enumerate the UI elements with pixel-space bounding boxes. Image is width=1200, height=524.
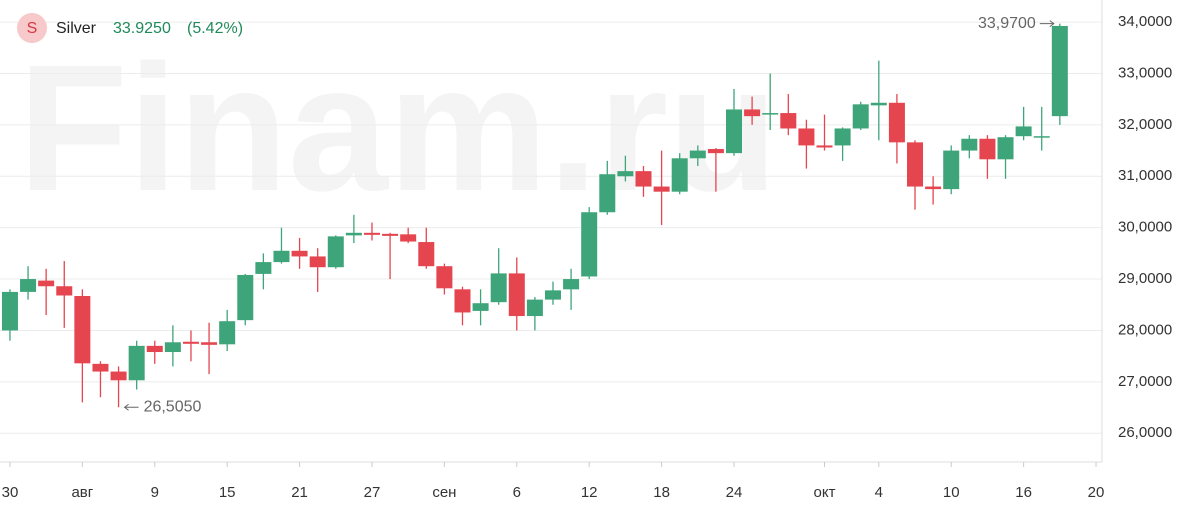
y-tick-label: 33,0000 bbox=[1118, 64, 1172, 81]
candle-body bbox=[635, 171, 652, 187]
candle-body bbox=[164, 342, 181, 353]
candle-body bbox=[563, 279, 580, 290]
candle-body bbox=[363, 232, 380, 235]
candle-body bbox=[762, 113, 779, 115]
min-arrow bbox=[123, 403, 139, 411]
candle-body bbox=[490, 273, 507, 303]
candle-body bbox=[92, 363, 109, 372]
candle-body bbox=[1, 291, 18, 331]
candle-body bbox=[201, 342, 218, 345]
candle-body bbox=[798, 128, 815, 146]
candle-body bbox=[852, 104, 869, 129]
candle-body bbox=[689, 150, 706, 159]
x-tick-label: 6 bbox=[513, 484, 521, 501]
candle-body bbox=[418, 242, 435, 267]
candle-body bbox=[581, 212, 598, 277]
candle-body bbox=[961, 138, 978, 151]
candle-body bbox=[327, 236, 344, 268]
candle-body bbox=[671, 158, 688, 192]
x-tick-label: 20 bbox=[1088, 484, 1105, 501]
candle-body bbox=[182, 341, 199, 344]
candle-body bbox=[653, 186, 670, 192]
x-tick-label: 15 bbox=[219, 484, 236, 501]
x-tick-label: сен bbox=[432, 484, 456, 501]
candle-body bbox=[146, 345, 163, 353]
candle-body bbox=[128, 345, 145, 381]
candle-body bbox=[925, 186, 942, 190]
candle-body bbox=[997, 137, 1014, 160]
price: 33.9250 bbox=[113, 20, 171, 37]
candle-body bbox=[38, 280, 55, 287]
candle-body bbox=[979, 138, 996, 160]
candle-body bbox=[544, 290, 561, 300]
candle-body bbox=[382, 233, 399, 236]
candle-body bbox=[888, 102, 905, 143]
candle-body bbox=[943, 150, 960, 190]
icon-circle bbox=[17, 13, 47, 43]
x-tick-label: 16 bbox=[1015, 484, 1032, 501]
y-tick-label: 29,0000 bbox=[1118, 270, 1172, 287]
candle-body bbox=[20, 279, 37, 292]
y-tick-label: 27,0000 bbox=[1118, 373, 1172, 390]
x-tick-label: 27 bbox=[364, 484, 381, 501]
max-arrow bbox=[1039, 20, 1055, 28]
candle-body bbox=[907, 142, 924, 187]
y-tick-label: 31,0000 bbox=[1118, 167, 1172, 184]
candle-body bbox=[273, 250, 290, 263]
candle-body bbox=[508, 273, 525, 317]
candle-body bbox=[816, 145, 833, 148]
candle-body bbox=[707, 149, 724, 154]
candle-body bbox=[219, 321, 236, 345]
x-tick-label: 18 bbox=[653, 484, 670, 501]
candle-body bbox=[744, 109, 761, 117]
candle-body bbox=[255, 262, 272, 274]
candle-body bbox=[110, 371, 127, 381]
candle-body bbox=[617, 171, 634, 177]
x-tick-label: 21 bbox=[291, 484, 308, 501]
y-tick-label: 32,0000 bbox=[1118, 116, 1172, 133]
x-tick-label: 12 bbox=[581, 484, 598, 501]
min-annotation: 26,5050 bbox=[144, 398, 202, 415]
candle-body bbox=[291, 250, 308, 257]
watermark: Finam.ru bbox=[18, 28, 778, 229]
max-annotation: 33,9700 bbox=[978, 15, 1036, 32]
candle-body bbox=[436, 266, 453, 289]
x-tick-label: 9 bbox=[151, 484, 159, 501]
candle-body bbox=[56, 286, 73, 296]
candle-body bbox=[526, 299, 543, 317]
candle-body bbox=[309, 256, 326, 268]
x-tick-label: окт bbox=[814, 484, 836, 501]
y-tick-label: 28,0000 bbox=[1118, 321, 1172, 338]
candle-body bbox=[1051, 25, 1068, 117]
x-tick-label: 30 bbox=[2, 484, 19, 501]
x-tick-label: авг bbox=[71, 484, 93, 501]
x-tick-label: 24 bbox=[726, 484, 743, 501]
y-tick-label: 34,0000 bbox=[1118, 13, 1172, 30]
change: (5.42%) bbox=[187, 20, 243, 37]
icon-letter: S bbox=[27, 20, 38, 37]
candle-body bbox=[870, 102, 887, 106]
x-tick-label: 10 bbox=[943, 484, 960, 501]
candle-body bbox=[454, 289, 471, 313]
candle-body bbox=[74, 296, 91, 364]
instrument-name: Silver bbox=[56, 20, 97, 37]
candle-body bbox=[237, 274, 254, 321]
candle-body bbox=[345, 232, 362, 236]
candle-body bbox=[780, 113, 797, 129]
y-tick-label: 30,0000 bbox=[1118, 219, 1172, 236]
y-tick-label: 26,0000 bbox=[1118, 424, 1172, 441]
candle-body bbox=[599, 174, 616, 213]
candle-body bbox=[400, 234, 417, 242]
x-tick-label: 4 bbox=[875, 484, 883, 501]
candle-body bbox=[1033, 136, 1050, 138]
candle-body bbox=[726, 109, 743, 154]
plot-area: 26,0000 27,0000 28,0000 29,0000 30,0000 31,00… bbox=[0, 0, 1172, 501]
candle-body bbox=[834, 128, 851, 146]
candle-body bbox=[472, 303, 489, 311]
candle-body bbox=[1015, 126, 1032, 137]
